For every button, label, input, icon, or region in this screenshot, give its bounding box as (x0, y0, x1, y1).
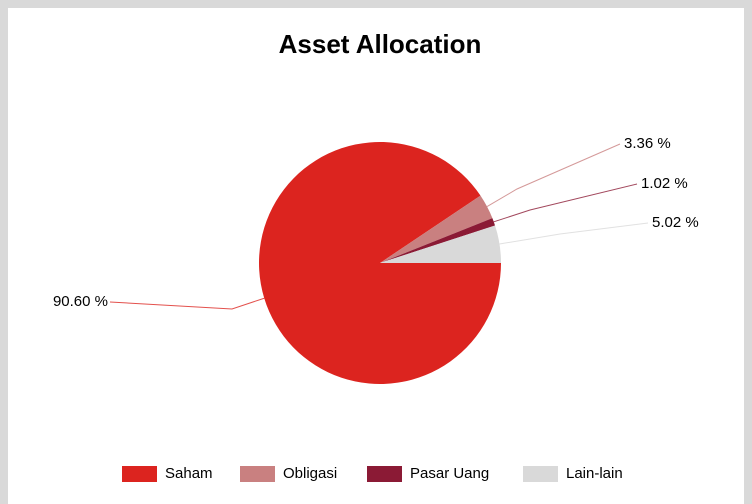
legend-swatch (240, 466, 275, 482)
legend-label: Lain-lain (566, 465, 623, 482)
data-label: 5.02 % (652, 214, 699, 231)
legend-swatch (523, 466, 558, 482)
leader-line (109, 297, 265, 310)
leader-line (499, 222, 649, 245)
leader-line (493, 183, 638, 223)
data-label: 1.02 % (641, 175, 688, 192)
legend-label: Pasar Uang (410, 465, 489, 482)
chart-title: Asset Allocation (279, 29, 482, 59)
pie-slice (380, 195, 493, 263)
legend-label: Saham (165, 465, 213, 482)
leader-line (486, 143, 621, 208)
pie-slice (380, 218, 496, 263)
pie-slice (380, 225, 501, 263)
legend-swatch (122, 466, 157, 482)
legend-swatch (367, 466, 402, 482)
data-label: 3.36 % (624, 135, 671, 152)
data-label: 90.60 % (53, 293, 108, 310)
legend-label: Obligasi (283, 465, 337, 482)
pie-slice (259, 142, 501, 385)
